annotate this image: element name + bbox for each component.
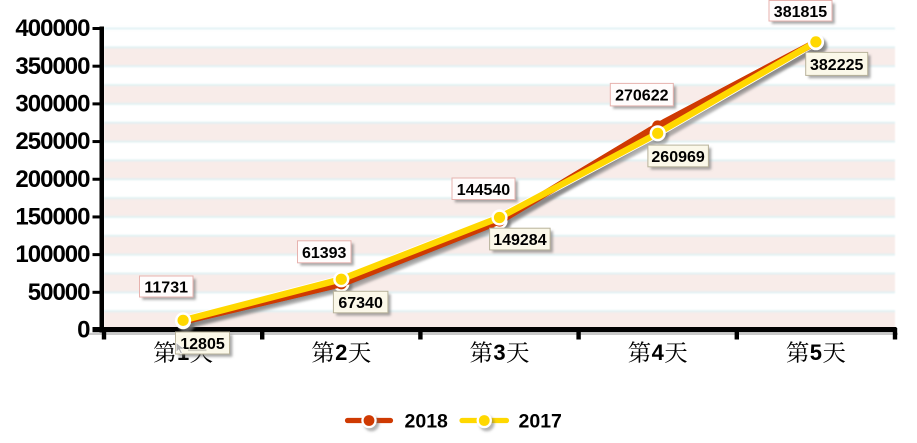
svg-text:11731: 11731 [144,280,188,297]
svg-text:61393: 61393 [302,245,347,262]
svg-text:100000: 100000 [15,241,90,268]
svg-text:3: 3 [493,340,505,365]
svg-text:250000: 250000 [15,128,90,155]
svg-text:50000: 50000 [28,279,90,306]
svg-text:382225: 382225 [810,57,863,74]
svg-text:350000: 350000 [15,53,90,80]
svg-text:381815: 381815 [774,4,827,21]
svg-text:2017: 2017 [519,411,562,433]
svg-text:260969: 260969 [651,149,704,166]
svg-text:0: 0 [77,317,90,344]
svg-text:200000: 200000 [15,166,90,193]
svg-text:4: 4 [652,340,665,365]
svg-text:2: 2 [335,340,347,365]
svg-text:12805: 12805 [180,336,225,353]
svg-text:150000: 150000 [15,204,90,231]
svg-text:149284: 149284 [493,232,546,249]
svg-text:67340: 67340 [338,295,383,312]
svg-text:270622: 270622 [615,88,668,105]
svg-text:144540: 144540 [457,182,510,199]
svg-text:5: 5 [810,340,822,365]
svg-text:300000: 300000 [15,90,90,117]
svg-text:2018: 2018 [405,411,449,433]
svg-text:400000: 400000 [15,15,90,42]
